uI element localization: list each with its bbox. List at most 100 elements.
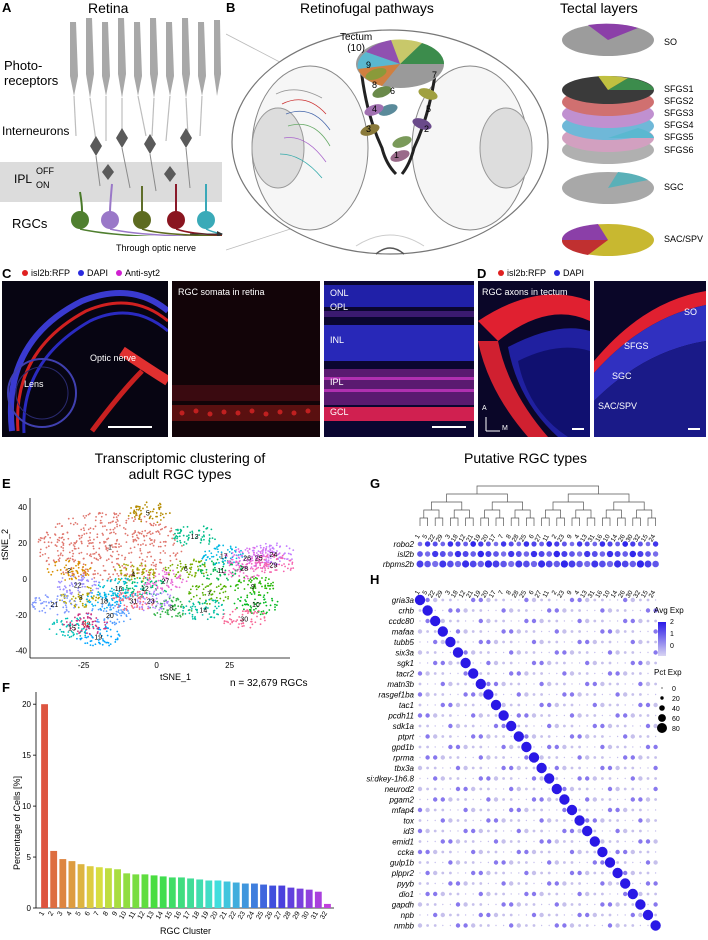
h-dot — [571, 756, 573, 759]
h-dot — [426, 630, 429, 633]
label-tectum-sfgs: SFGS — [624, 341, 649, 351]
legend-dot-syt2 — [116, 270, 123, 276]
label-lens: Lens — [24, 379, 44, 389]
h-dot — [449, 892, 452, 896]
h-dot — [425, 755, 430, 760]
h-dot — [487, 903, 490, 906]
tsne-label-13: 13 — [191, 534, 199, 541]
h-dot — [449, 693, 452, 696]
h-dot — [654, 892, 657, 896]
h-dot — [554, 881, 559, 886]
h-dot — [539, 818, 544, 823]
h-dot — [531, 734, 537, 739]
h-gene-pyyb: pyyb — [396, 880, 414, 889]
h-dot — [525, 903, 528, 906]
label-interneurons: Interneurons — [2, 124, 70, 138]
h-dot — [631, 924, 635, 927]
h-dot — [577, 828, 582, 834]
h-dot — [434, 840, 436, 843]
tectal-layer-sfgs1: SFGS1 — [664, 84, 694, 94]
h-dot — [479, 787, 483, 791]
h-dot — [615, 786, 620, 792]
h-dot — [608, 661, 612, 665]
tsne-xlabel: tSNE_1 — [160, 672, 192, 682]
h-dot — [556, 872, 558, 874]
h-dot — [457, 872, 459, 874]
bar-ticks: 1 2 3 4 5 6 7 8 9 10 11 12 13 14 15 16 17 18 19 20 21 22 23 24 2… — [22, 700, 329, 921]
h-dot — [654, 682, 657, 686]
h-dot — [607, 650, 613, 655]
h-dot — [417, 713, 423, 718]
h-dot — [457, 693, 459, 696]
h-dot — [539, 702, 544, 708]
h-dot — [593, 619, 597, 623]
h-dot — [539, 891, 544, 897]
h-dot — [464, 682, 467, 686]
legend-item-d-isl2b: isl2b:RFP — [498, 268, 546, 278]
h-dot — [547, 892, 551, 896]
h-dot — [524, 713, 529, 718]
h-dot — [638, 702, 643, 708]
h-dot — [472, 777, 474, 780]
g-dot — [439, 560, 447, 568]
h-dot — [464, 819, 467, 822]
h-dot — [608, 640, 612, 644]
h-dot — [426, 724, 429, 728]
h-dot — [486, 912, 491, 918]
h-dot — [525, 777, 528, 780]
h-dot — [442, 725, 444, 727]
h-dot — [554, 608, 559, 613]
bar-16 — [178, 877, 185, 908]
h-dot — [616, 777, 619, 780]
h-dot — [566, 804, 578, 816]
g-col-24: 24 — [648, 533, 658, 543]
h-dot — [472, 662, 474, 664]
h-dot — [495, 630, 497, 633]
h-dot — [632, 840, 634, 843]
h-dot — [414, 594, 426, 606]
g-col-1: 1 — [414, 533, 422, 540]
h-dot — [548, 809, 550, 811]
tsne-label-7: 7 — [207, 591, 211, 598]
g-dot — [538, 560, 546, 568]
h-dot — [471, 923, 476, 928]
h-dot — [510, 830, 512, 832]
h-dot — [578, 672, 581, 675]
h-dot — [570, 903, 574, 906]
h-dot — [471, 703, 475, 707]
left-lens — [251, 107, 305, 189]
h-dot — [441, 829, 445, 833]
bar-22 — [232, 882, 240, 908]
h-dot — [533, 861, 535, 864]
h-dot — [563, 641, 566, 643]
h-dot — [448, 860, 453, 865]
h-dot — [547, 714, 551, 717]
label-ipl: IPL — [14, 172, 33, 186]
h-dot — [585, 808, 589, 812]
h-dot — [517, 682, 521, 686]
g-dot — [508, 541, 514, 547]
right-lens — [479, 107, 533, 189]
bar-xtick-10: 10 — [118, 910, 128, 920]
g-dot — [576, 541, 583, 547]
h-dot — [585, 924, 589, 927]
g-dot — [500, 560, 507, 568]
h-dot — [509, 640, 513, 644]
h-col-28: 28 — [511, 589, 521, 599]
tsne-label-15: 15 — [68, 625, 76, 632]
h-dot — [524, 734, 529, 739]
bar-xtick-29: 29 — [292, 910, 302, 920]
h-dot — [556, 809, 558, 811]
tsne-cluster-23 — [127, 590, 172, 612]
target-discs — [360, 67, 438, 162]
h-gene-ccka: ccka — [398, 848, 415, 857]
h-dot — [440, 639, 445, 645]
h-dot — [645, 881, 651, 886]
h-dot — [548, 924, 550, 927]
h-dot — [569, 870, 575, 876]
h-dot — [501, 839, 506, 844]
h-dot — [600, 629, 605, 634]
h-dot — [593, 598, 597, 602]
h-dot — [639, 808, 642, 812]
h-dot — [570, 745, 574, 749]
